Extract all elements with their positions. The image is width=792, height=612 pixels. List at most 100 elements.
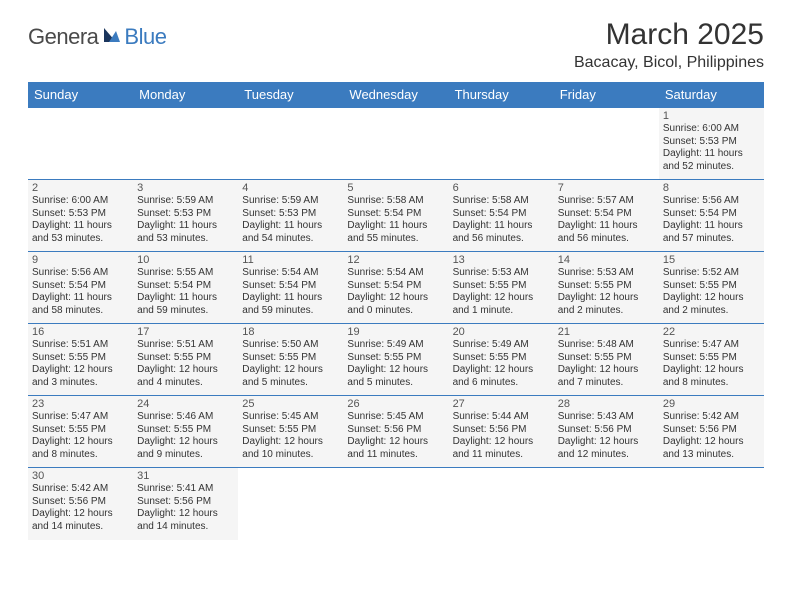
day-sunset: Sunset: 5:56 PM — [347, 424, 444, 437]
day-number: 30 — [32, 470, 129, 482]
calendar-cell — [238, 108, 343, 180]
day-d2: and 8 minutes. — [32, 449, 129, 462]
day-sunset: Sunset: 5:54 PM — [137, 280, 234, 293]
calendar-cell — [554, 108, 659, 180]
calendar-cell: 17Sunrise: 5:51 AMSunset: 5:55 PMDayligh… — [133, 324, 238, 396]
calendar-cell: 15Sunrise: 5:52 AMSunset: 5:55 PMDayligh… — [659, 252, 764, 324]
day-sunrise: Sunrise: 5:43 AM — [558, 411, 655, 424]
day-number: 11 — [242, 254, 339, 266]
day-sunrise: Sunrise: 5:57 AM — [558, 195, 655, 208]
calendar-cell — [659, 468, 764, 540]
page-title: March 2025 — [574, 18, 764, 52]
day-sunset: Sunset: 5:55 PM — [32, 424, 129, 437]
day-sunrise: Sunrise: 5:58 AM — [453, 195, 550, 208]
day-d1: Daylight: 12 hours — [32, 364, 129, 377]
day-sunset: Sunset: 5:56 PM — [663, 424, 760, 437]
day-sunset: Sunset: 5:55 PM — [558, 280, 655, 293]
day-sunset: Sunset: 5:55 PM — [558, 352, 655, 365]
weekday-tuesday: Tuesday — [238, 82, 343, 108]
calendar-cell: 22Sunrise: 5:47 AMSunset: 5:55 PMDayligh… — [659, 324, 764, 396]
day-d2: and 52 minutes. — [663, 161, 760, 174]
calendar-cell — [238, 468, 343, 540]
day-d2: and 10 minutes. — [242, 449, 339, 462]
day-d1: Daylight: 12 hours — [137, 508, 234, 521]
day-d2: and 0 minutes. — [347, 305, 444, 318]
day-d1: Daylight: 12 hours — [137, 436, 234, 449]
calendar-cell: 9Sunrise: 5:56 AMSunset: 5:54 PMDaylight… — [28, 252, 133, 324]
calendar-row: 23Sunrise: 5:47 AMSunset: 5:55 PMDayligh… — [28, 396, 764, 468]
day-d1: Daylight: 11 hours — [137, 292, 234, 305]
day-number: 7 — [558, 182, 655, 194]
calendar-cell — [554, 468, 659, 540]
day-d2: and 5 minutes. — [242, 377, 339, 390]
calendar-cell: 10Sunrise: 5:55 AMSunset: 5:54 PMDayligh… — [133, 252, 238, 324]
day-d1: Daylight: 11 hours — [453, 220, 550, 233]
day-d1: Daylight: 12 hours — [558, 436, 655, 449]
day-number: 23 — [32, 398, 129, 410]
day-sunset: Sunset: 5:55 PM — [32, 352, 129, 365]
day-number: 21 — [558, 326, 655, 338]
day-sunset: Sunset: 5:54 PM — [663, 208, 760, 221]
day-sunrise: Sunrise: 6:00 AM — [32, 195, 129, 208]
day-d2: and 1 minute. — [453, 305, 550, 318]
day-number: 18 — [242, 326, 339, 338]
day-d2: and 54 minutes. — [242, 233, 339, 246]
calendar-cell: 8Sunrise: 5:56 AMSunset: 5:54 PMDaylight… — [659, 180, 764, 252]
day-d2: and 58 minutes. — [32, 305, 129, 318]
calendar-cell: 14Sunrise: 5:53 AMSunset: 5:55 PMDayligh… — [554, 252, 659, 324]
day-d2: and 7 minutes. — [558, 377, 655, 390]
day-d2: and 5 minutes. — [347, 377, 444, 390]
calendar-cell: 27Sunrise: 5:44 AMSunset: 5:56 PMDayligh… — [449, 396, 554, 468]
day-sunrise: Sunrise: 5:53 AM — [558, 267, 655, 280]
day-d2: and 14 minutes. — [32, 521, 129, 534]
day-sunset: Sunset: 5:55 PM — [242, 352, 339, 365]
day-d2: and 12 minutes. — [558, 449, 655, 462]
day-d2: and 56 minutes. — [453, 233, 550, 246]
header: Genera Blue March 2025 Bacacay, Bicol, P… — [28, 18, 764, 72]
calendar-row: 9Sunrise: 5:56 AMSunset: 5:54 PMDaylight… — [28, 252, 764, 324]
day-sunrise: Sunrise: 5:41 AM — [137, 483, 234, 496]
calendar-cell: 1Sunrise: 6:00 AMSunset: 5:53 PMDaylight… — [659, 108, 764, 180]
day-d1: Daylight: 12 hours — [558, 364, 655, 377]
day-d2: and 59 minutes. — [137, 305, 234, 318]
day-sunrise: Sunrise: 5:49 AM — [453, 339, 550, 352]
day-sunrise: Sunrise: 5:58 AM — [347, 195, 444, 208]
day-sunset: Sunset: 5:54 PM — [453, 208, 550, 221]
day-number: 25 — [242, 398, 339, 410]
calendar-cell — [28, 108, 133, 180]
day-sunset: Sunset: 5:56 PM — [137, 496, 234, 509]
day-d1: Daylight: 11 hours — [32, 292, 129, 305]
day-number: 22 — [663, 326, 760, 338]
day-d2: and 57 minutes. — [663, 233, 760, 246]
day-number: 2 — [32, 182, 129, 194]
calendar-cell: 13Sunrise: 5:53 AMSunset: 5:55 PMDayligh… — [449, 252, 554, 324]
day-d2: and 9 minutes. — [137, 449, 234, 462]
day-sunrise: Sunrise: 5:54 AM — [347, 267, 444, 280]
day-d1: Daylight: 12 hours — [663, 436, 760, 449]
day-d1: Daylight: 12 hours — [32, 436, 129, 449]
day-sunset: Sunset: 5:56 PM — [558, 424, 655, 437]
day-d1: Daylight: 11 hours — [137, 220, 234, 233]
day-d2: and 11 minutes. — [453, 449, 550, 462]
day-d1: Daylight: 12 hours — [453, 436, 550, 449]
calendar-cell: 16Sunrise: 5:51 AMSunset: 5:55 PMDayligh… — [28, 324, 133, 396]
day-number: 6 — [453, 182, 550, 194]
day-d1: Daylight: 11 hours — [663, 148, 760, 161]
day-d1: Daylight: 12 hours — [242, 364, 339, 377]
day-sunset: Sunset: 5:55 PM — [137, 352, 234, 365]
day-d1: Daylight: 12 hours — [453, 364, 550, 377]
day-sunrise: Sunrise: 5:56 AM — [663, 195, 760, 208]
day-d2: and 13 minutes. — [663, 449, 760, 462]
day-d2: and 6 minutes. — [453, 377, 550, 390]
calendar-cell: 23Sunrise: 5:47 AMSunset: 5:55 PMDayligh… — [28, 396, 133, 468]
day-d1: Daylight: 12 hours — [32, 508, 129, 521]
day-d2: and 14 minutes. — [137, 521, 234, 534]
day-sunrise: Sunrise: 5:51 AM — [32, 339, 129, 352]
day-number: 13 — [453, 254, 550, 266]
day-d1: Daylight: 11 hours — [347, 220, 444, 233]
weekday-friday: Friday — [554, 82, 659, 108]
day-sunrise: Sunrise: 5:42 AM — [32, 483, 129, 496]
day-d1: Daylight: 12 hours — [242, 436, 339, 449]
day-sunset: Sunset: 5:53 PM — [32, 208, 129, 221]
day-d1: Daylight: 12 hours — [558, 292, 655, 305]
